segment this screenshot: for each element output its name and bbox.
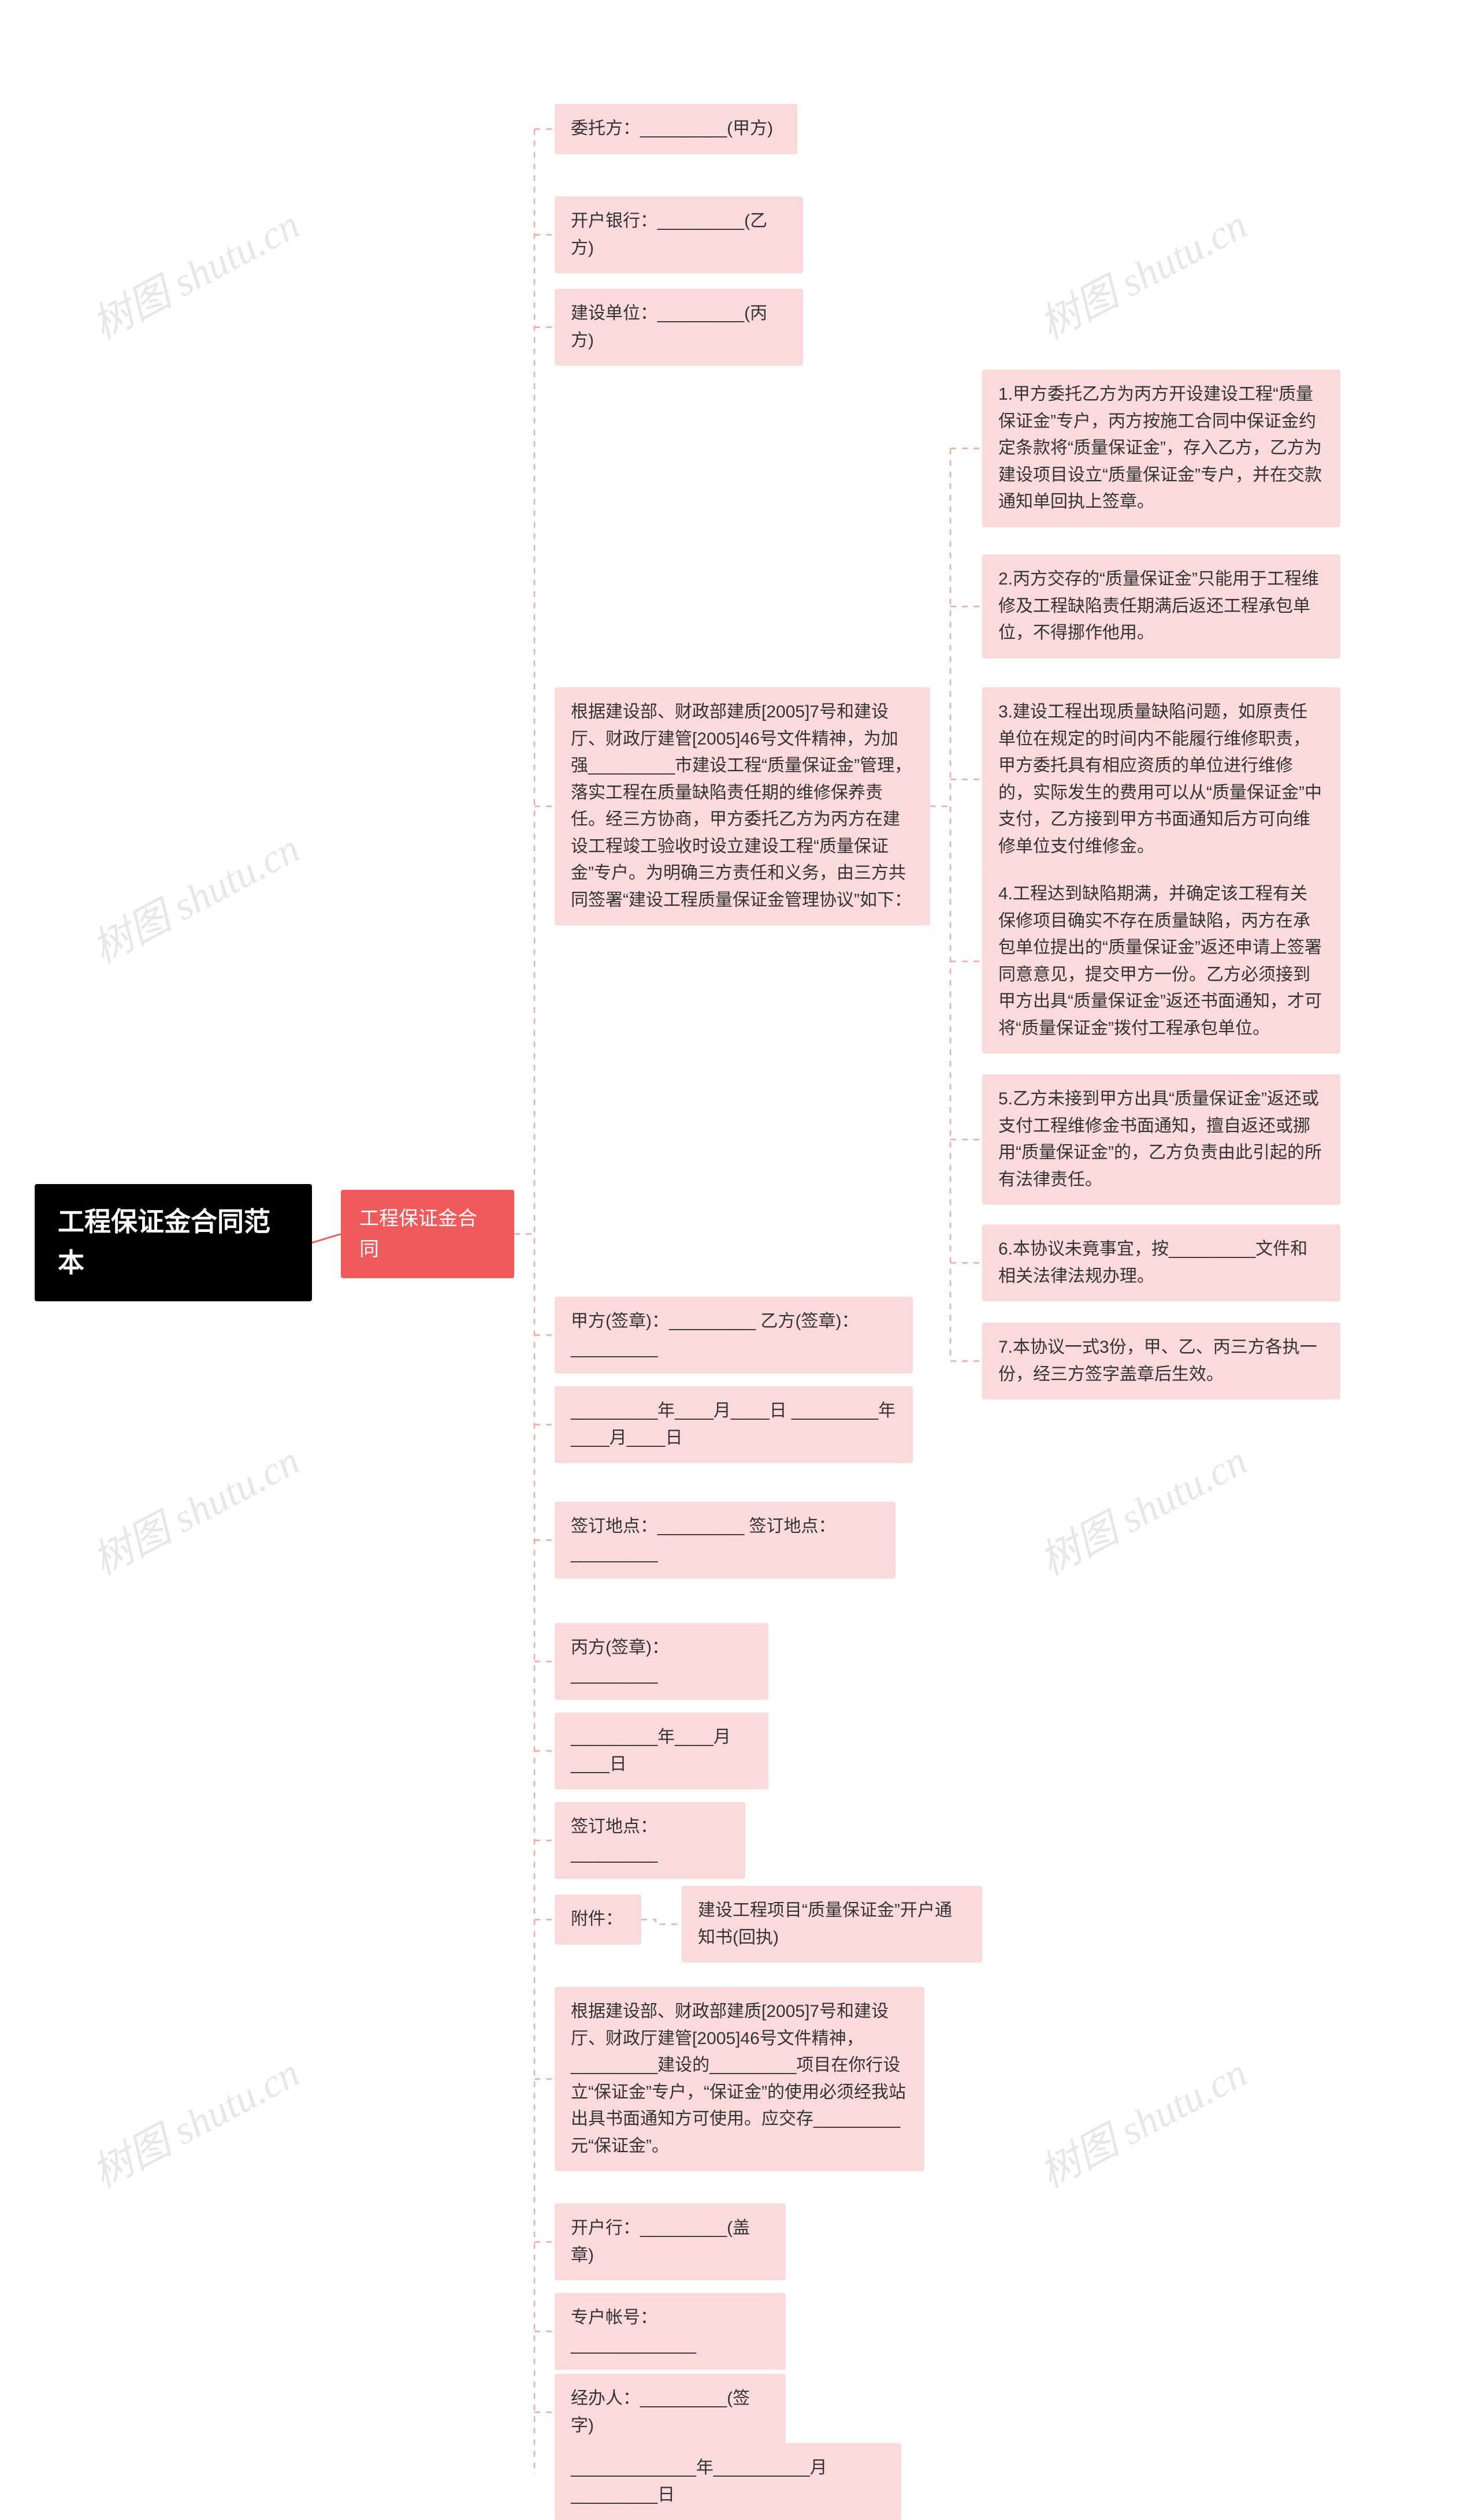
l2-node-n10: 签订地点：_________ xyxy=(555,1802,745,1879)
l3-node-c2: 2.丙方交存的“质量保证金”只能用于工程维修及工程缺陷责任期满后返还工程承包单位… xyxy=(982,554,1340,658)
l2-node-n2: 开户银行：_________(乙方) xyxy=(555,196,803,273)
root-node: 工程保证金合同范本 xyxy=(35,1184,312,1301)
l3-node-c4: 4.工程达到缺陷期满，并确定该工程有关保修项目确实不存在质量缺陷，丙方在承包单位… xyxy=(982,869,1340,1054)
l2-node-n7: 签订地点：_________ 签订地点：_________ xyxy=(555,1502,895,1579)
l3-node-c7: 7.本协议一式3份，甲、乙、丙三方各执一份，经三方签字盖章后生效。 xyxy=(982,1323,1340,1399)
watermark: 树图 shutu.cn xyxy=(1028,1429,1255,1587)
l2-node-n3: 建设单位：_________(丙方) xyxy=(555,289,803,366)
l2-node-n15: 经办人：_________(签字) xyxy=(555,2374,786,2451)
l2-node-n11: 附件： xyxy=(555,1894,641,1945)
l2-node-n12: 根据建设部、财政部建质[2005]7号和建设厅、财政厅建管[2005]46号文件… xyxy=(555,1987,924,2171)
l2-node-n13: 开户行：_________(盖章) xyxy=(555,2203,786,2280)
watermark: 树图 shutu.cn xyxy=(1028,193,1255,351)
l2-node-n4: 根据建设部、财政部建质[2005]7号和建设厅、财政厅建管[2005]46号文件… xyxy=(555,687,930,925)
l2-node-n14: 专户帐号：_____________ xyxy=(555,2293,786,2370)
l2-node-n9: _________年____月____日 xyxy=(555,1713,768,1789)
l2-node-n5: 甲方(签章)：_________ 乙方(签章)：_________ xyxy=(555,1297,913,1373)
mindmap-canvas: 工程保证金合同范本 工程保证金合同 委托方：_________(甲方) 开户银行：… xyxy=(0,0,1479,2474)
watermark: 树图 shutu.cn xyxy=(80,817,308,975)
watermark: 树图 shutu.cn xyxy=(80,193,308,351)
l2-node-n16: _____________年__________月_________日 xyxy=(555,2443,901,2520)
l3-node-att: 建设工程项目“质量保证金”开户通知书(回执) xyxy=(682,1886,982,1963)
watermark: 树图 shutu.cn xyxy=(1028,2041,1255,2199)
l3-node-c3: 3.建设工程出现质量缺陷问题，如原责任单位在规定的时间内不能履行维修职责，甲方委… xyxy=(982,687,1340,872)
l2-node-n1: 委托方：_________(甲方) xyxy=(555,104,797,154)
l2-node-n8: 丙方(签章)：_________ xyxy=(555,1623,768,1700)
l3-node-c1: 1.甲方委托乙方为丙方开设建设工程“质量保证金”专户，丙方按施工合同中保证金约定… xyxy=(982,370,1340,527)
l3-node-c6: 6.本协议未竟事宜，按_________文件和相关法律法规办理。 xyxy=(982,1224,1340,1301)
l3-node-c5: 5.乙方未接到甲方出具“质量保证金”返还或支付工程维修金书面通知，擅自返还或挪用… xyxy=(982,1074,1340,1205)
watermark: 树图 shutu.cn xyxy=(80,2041,308,2199)
l2-node-n6: _________年____月____日 _________年____月____… xyxy=(555,1386,913,1463)
watermark: 树图 shutu.cn xyxy=(80,1429,308,1587)
level1-node: 工程保证金合同 xyxy=(341,1190,514,1278)
